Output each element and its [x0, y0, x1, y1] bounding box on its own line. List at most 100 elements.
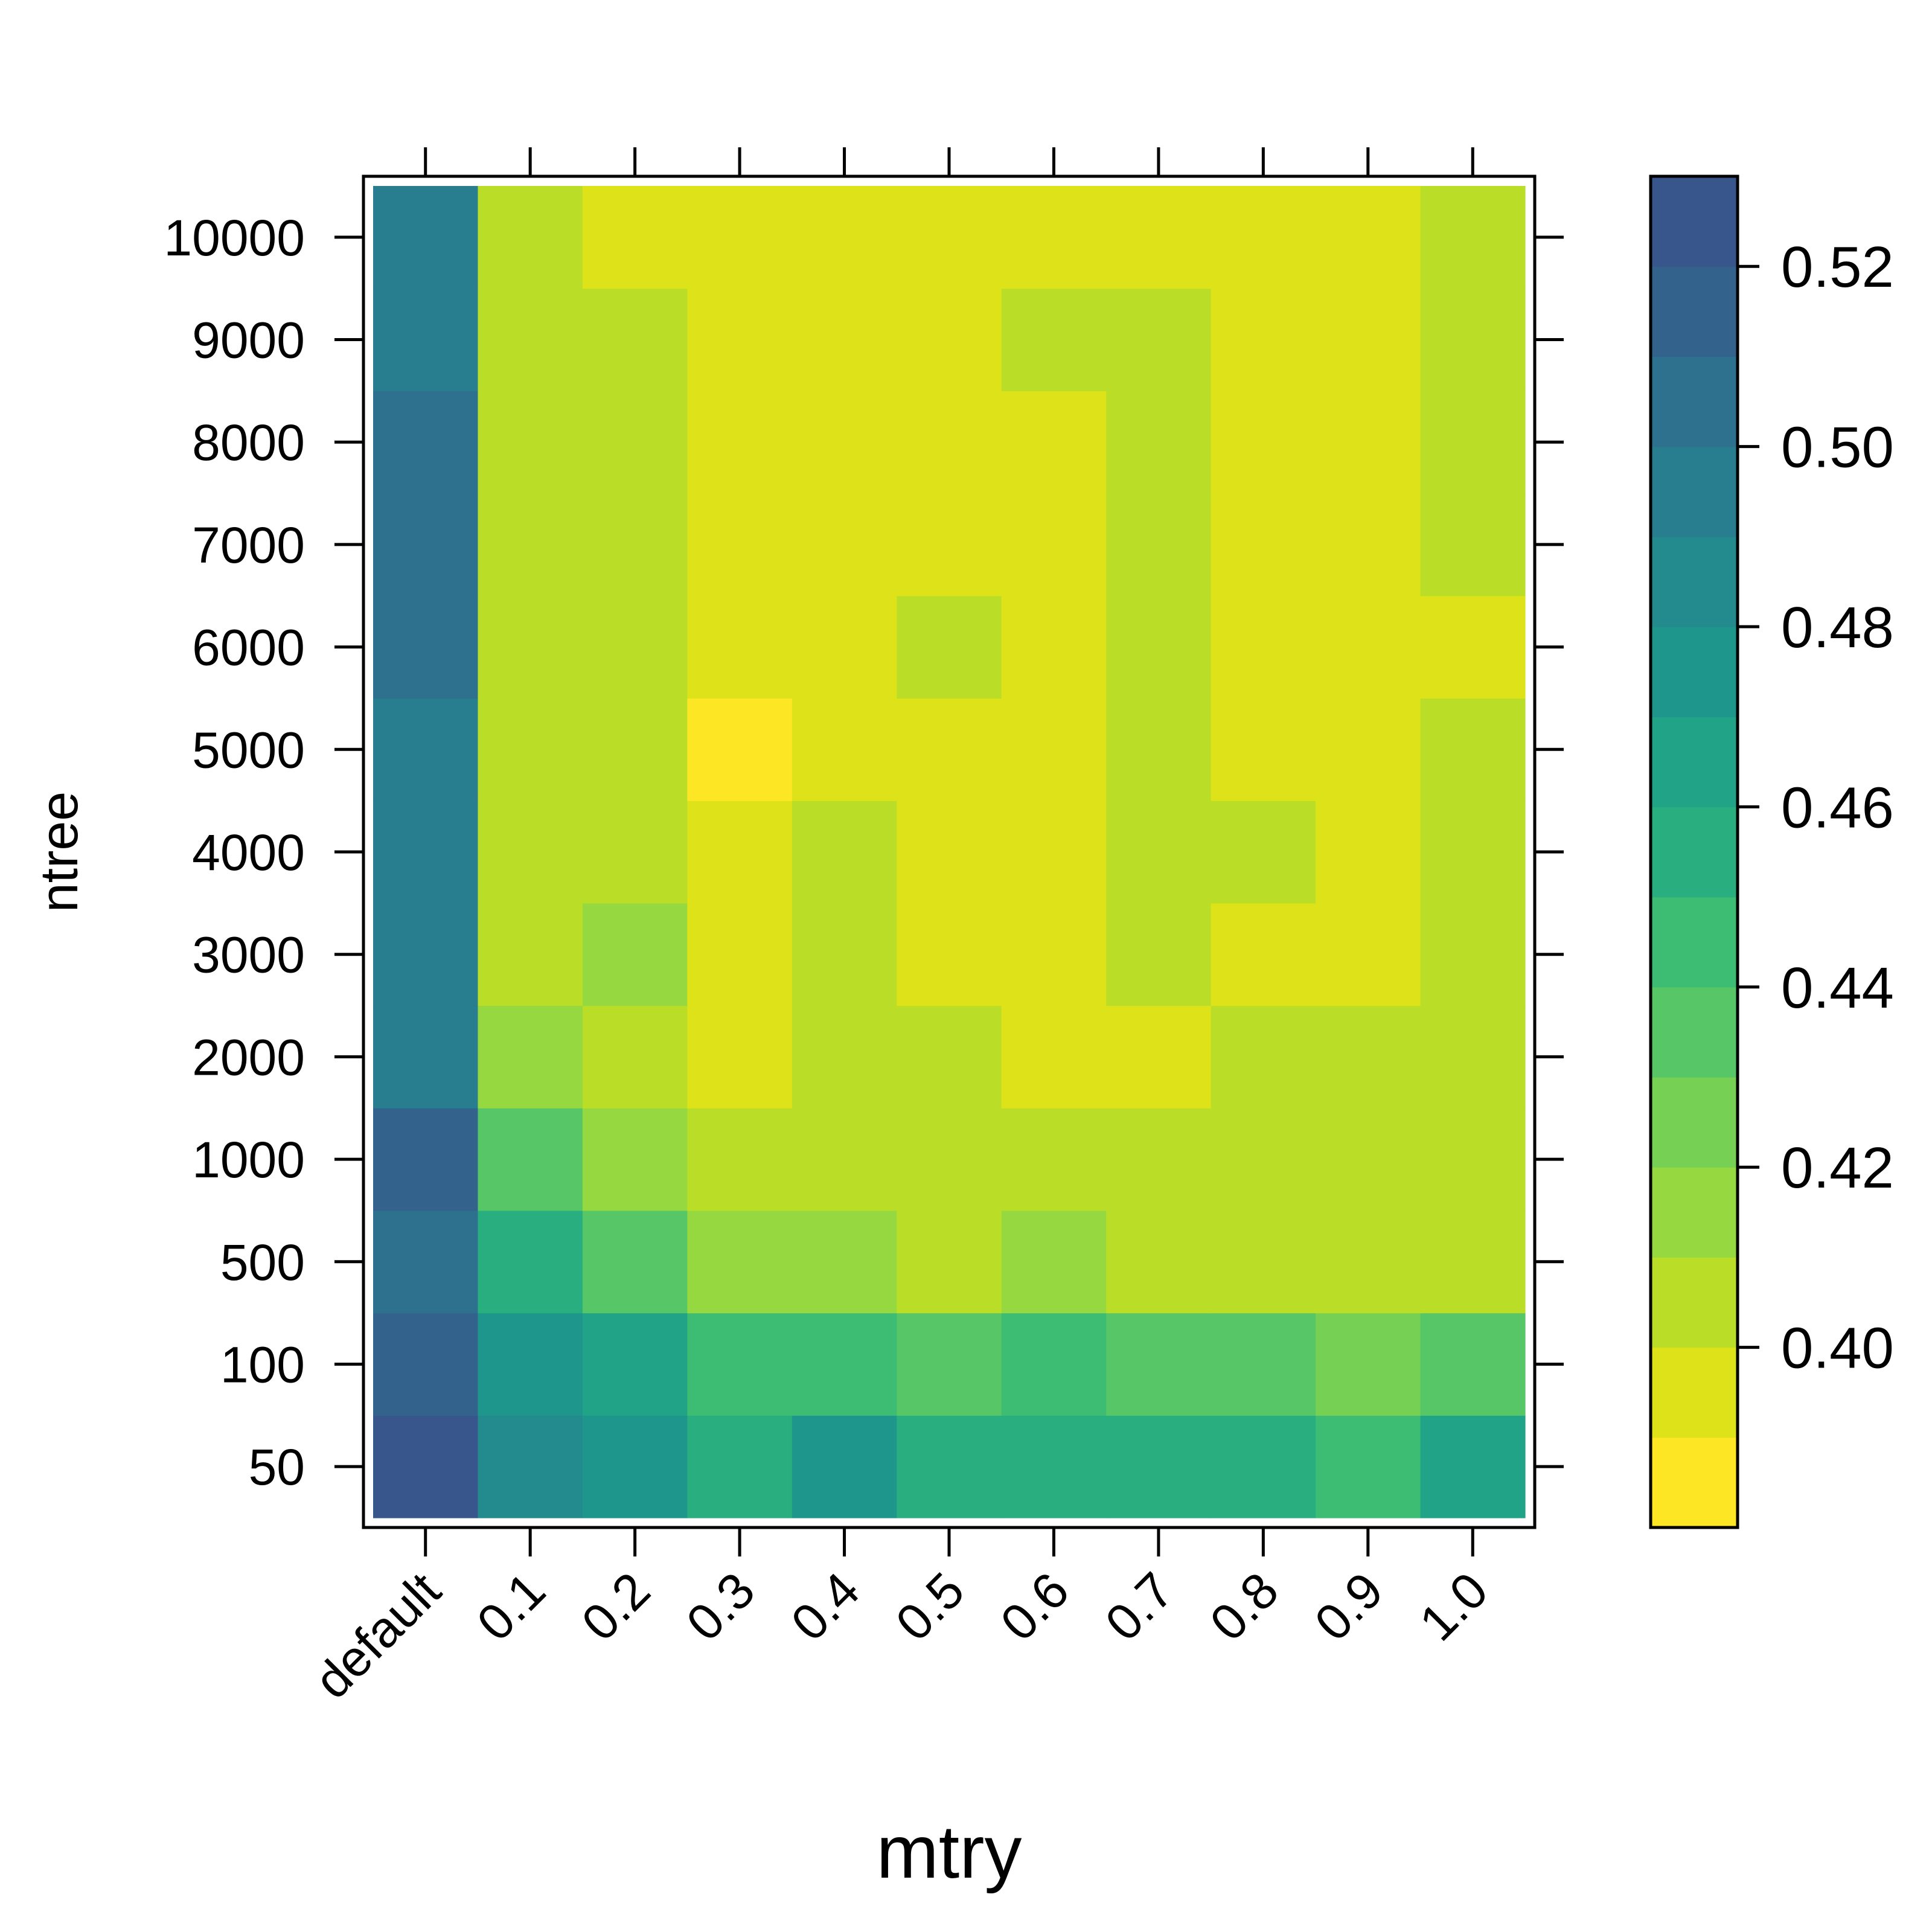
x-tick-label: 0.1 — [466, 1561, 556, 1651]
heatmap-cell — [1420, 391, 1526, 494]
colorbar-tick-label: 0.42 — [1781, 1136, 1894, 1200]
heatmap-cell — [897, 1415, 1002, 1518]
heatmap-cell — [1316, 1108, 1421, 1211]
heatmap-cell — [792, 903, 897, 1006]
colorbar-segment — [1651, 176, 1738, 267]
heatmap-cell — [897, 288, 1002, 391]
colorbar-tick-label: 0.46 — [1781, 775, 1894, 840]
x-tick-label: 0.2 — [571, 1561, 661, 1651]
colorbar-segment — [1651, 356, 1738, 447]
heatmap-cell — [373, 186, 479, 289]
heatmap-cell — [582, 186, 688, 289]
heatmap-cell — [1001, 493, 1107, 597]
heatmap-cell — [1420, 288, 1526, 391]
y-axis-ticks — [334, 235, 1564, 1468]
y-tick-label: 1000 — [192, 1131, 305, 1188]
y-tick-label: 100 — [220, 1336, 305, 1393]
colorbar-tick-label: 0.48 — [1781, 595, 1894, 660]
heatmap-cell — [792, 1210, 897, 1314]
heatmap-cell — [582, 698, 688, 801]
heatmap-cell — [792, 186, 897, 289]
heatmap-cell — [582, 288, 688, 391]
colorbar-segment — [1651, 1167, 1738, 1258]
heatmap-cell — [373, 1313, 479, 1416]
heatmap-cell — [582, 903, 688, 1006]
x-tick-label: 0.8 — [1199, 1561, 1289, 1651]
y-tick-label: 4000 — [192, 824, 305, 881]
heatmap-cell — [478, 698, 583, 801]
heatmap-cell — [373, 1005, 479, 1108]
heatmap-cell — [1420, 493, 1526, 597]
heatmap-cell — [792, 1313, 897, 1416]
heatmap-cell — [373, 903, 479, 1006]
heatmap-cell — [1211, 493, 1316, 597]
heatmap-cell — [1001, 801, 1107, 904]
heatmap-cell — [1420, 1210, 1526, 1314]
colorbar-segment — [1651, 1347, 1738, 1438]
heatmap-cell — [792, 1415, 897, 1518]
heatmap-cell — [478, 1313, 583, 1416]
heatmap-cell — [792, 595, 897, 699]
heatmap-cell — [478, 1108, 583, 1211]
colorbar-segment — [1651, 446, 1738, 537]
y-tick-label: 2000 — [192, 1029, 305, 1086]
heatmap-cell — [582, 1210, 688, 1314]
heatmap-cell — [1211, 1108, 1316, 1211]
heatmap-cell — [478, 186, 583, 289]
colorbar-frame — [1649, 174, 1739, 1529]
heatmap-cell — [687, 391, 793, 494]
x-axis-title: mtry — [876, 1811, 1022, 1894]
heatmap-cell — [1211, 595, 1316, 699]
heatmap-cell — [373, 1210, 479, 1314]
heatmap-cell — [1106, 1313, 1212, 1416]
colorbar-segment — [1651, 266, 1738, 357]
colorbar-segment — [1651, 1257, 1738, 1348]
y-tick-label: 9000 — [192, 312, 305, 369]
heatmap-cell — [792, 288, 897, 391]
colorbar-segment — [1651, 536, 1738, 627]
heatmap-cell — [478, 903, 583, 1006]
heatmap-cell — [1316, 288, 1421, 391]
heatmap-cell — [1001, 1313, 1107, 1416]
colorbar-tick-label: 0.52 — [1781, 235, 1894, 299]
heatmap-cell — [687, 186, 793, 289]
y-tick-label: 500 — [220, 1234, 305, 1291]
colorbar-segment — [1651, 717, 1738, 807]
heatmap-cell — [478, 801, 583, 904]
heatmap-cell — [1106, 391, 1212, 494]
heatmap-cell — [687, 903, 793, 1006]
heatmap-cell — [897, 801, 1002, 904]
heatmap-cell — [582, 595, 688, 699]
heatmap-cell — [792, 493, 897, 597]
heatmap-cell — [687, 1005, 793, 1108]
heatmap-cell — [1211, 1313, 1316, 1416]
heatmap-cell — [1420, 698, 1526, 801]
heatmap-cell — [1316, 595, 1421, 699]
heatmap-cell — [687, 1415, 793, 1518]
heatmap-cell — [1420, 1005, 1526, 1108]
heatmap-cell — [582, 801, 688, 904]
heatmap-cell — [1420, 1415, 1526, 1518]
heatmap-cell — [582, 1415, 688, 1518]
y-tick-label: 6000 — [192, 619, 305, 676]
heatmap-cell — [1001, 288, 1107, 391]
colorbar-segment — [1651, 1437, 1738, 1528]
x-tick-label: 0.4 — [780, 1561, 870, 1651]
heatmap-cell — [1001, 391, 1107, 494]
heatmap-cell — [687, 493, 793, 597]
heatmap-cell — [1211, 903, 1316, 1006]
heatmap-cell — [1420, 801, 1526, 904]
heatmap-cell — [687, 801, 793, 904]
x-tick-label: 0.3 — [676, 1561, 766, 1651]
heatmap-cell — [897, 493, 1002, 597]
colorbar-segment — [1651, 987, 1738, 1078]
x-tick-label: 0.7 — [1095, 1561, 1185, 1651]
heatmap-cell — [478, 1210, 583, 1314]
heatmap-cell — [1211, 1415, 1316, 1518]
heatmap-cell — [897, 1313, 1002, 1416]
y-tick-label: 7000 — [192, 517, 305, 574]
colorbar-tick-label: 0.40 — [1781, 1316, 1894, 1381]
heatmap-cell — [1420, 1313, 1526, 1416]
colorbar: 0.40 0.42 0.44 0.46 0.48 0.50 0.52 — [1649, 174, 1894, 1529]
